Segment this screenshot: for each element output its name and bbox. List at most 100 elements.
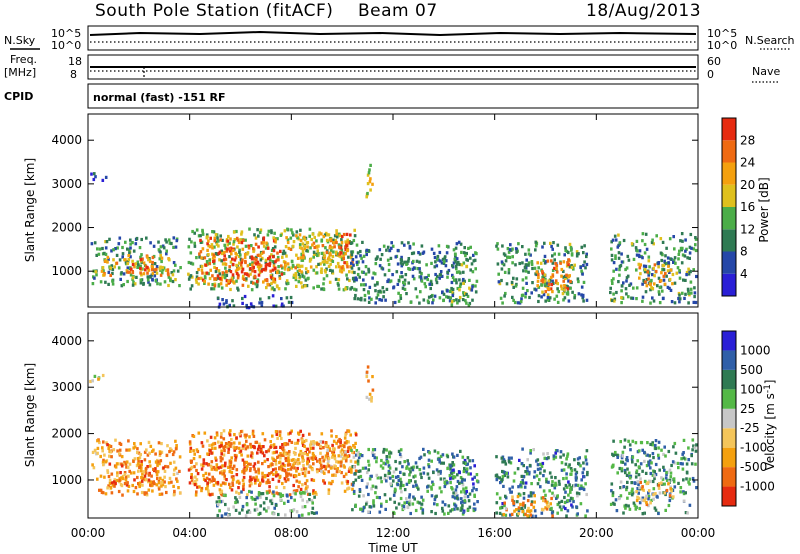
power-cell — [316, 284, 319, 288]
velocity-cell — [538, 478, 541, 482]
velocity-cell — [642, 498, 646, 502]
velocity-cell — [315, 492, 318, 496]
noise-tick-right-bottom: 10^0 — [707, 39, 737, 52]
power-cell — [471, 270, 475, 274]
velocity-cell — [250, 496, 253, 500]
power-cell — [399, 275, 402, 279]
power-cell — [234, 256, 238, 260]
velocity-cell — [213, 441, 217, 446]
velocity-cell — [327, 464, 331, 468]
power-cell — [328, 246, 332, 250]
power-cell — [193, 244, 197, 248]
velocity-cell — [505, 471, 508, 475]
power-cell — [681, 253, 685, 257]
power-cell — [645, 247, 649, 251]
power-cell — [242, 274, 245, 278]
power-cell — [374, 301, 377, 305]
velocity-cell — [119, 471, 122, 475]
power-cell — [340, 240, 344, 245]
power-cell — [241, 296, 244, 301]
power-cell — [459, 282, 462, 286]
power-cell — [585, 254, 588, 259]
velocity-cell — [266, 491, 269, 495]
velocity-cell — [120, 464, 124, 468]
power-cell — [456, 286, 460, 291]
velocity-cell — [222, 453, 226, 457]
velocity-cell — [370, 474, 373, 478]
velocity-cell — [526, 469, 529, 473]
power-cell — [212, 287, 216, 291]
power-cell — [455, 298, 458, 302]
power-cell — [209, 268, 212, 272]
velocity-cell — [136, 475, 139, 480]
velocity-cell — [418, 501, 421, 505]
power-cell — [415, 259, 419, 263]
power-cell — [458, 288, 461, 292]
velocity-cell — [313, 511, 316, 515]
power-cell — [518, 261, 521, 266]
power-cell — [273, 266, 277, 270]
velocity-cell — [188, 440, 192, 444]
power-cell — [167, 238, 171, 242]
velocity-cell — [630, 493, 634, 497]
power-cell — [455, 267, 458, 271]
velocity-cell — [439, 477, 443, 481]
velocity-cell — [578, 487, 582, 491]
power-cell — [320, 287, 323, 291]
power-cell — [426, 277, 429, 282]
power-cell — [274, 304, 278, 308]
velocity-cell — [452, 455, 456, 459]
velocity-cell — [652, 469, 655, 473]
velocity-cell — [516, 495, 520, 499]
velocity-cell — [133, 445, 137, 449]
power-cell — [237, 274, 240, 278]
velocity-cell — [452, 475, 455, 479]
velocity-cell — [219, 435, 223, 439]
velocity-cell — [321, 440, 325, 444]
power-cell — [378, 248, 382, 252]
velocity-cell — [575, 505, 578, 509]
velocity-cell — [321, 455, 324, 459]
power-cell — [101, 266, 105, 270]
velocity-cell — [545, 500, 549, 504]
power-cell — [631, 296, 635, 300]
velocity-cell — [652, 456, 655, 460]
velocity-cell — [110, 491, 114, 495]
power-cell — [154, 279, 158, 283]
velocity-colorbar-tick: -100 — [740, 441, 767, 455]
power-cell — [294, 274, 298, 278]
power-cell — [271, 286, 275, 290]
power-cell — [213, 265, 216, 269]
power-cell — [195, 271, 199, 275]
power-cell — [621, 296, 625, 300]
power-cell — [506, 255, 510, 259]
velocity-cell — [303, 452, 307, 456]
velocity-cell — [354, 472, 357, 476]
velocity-cell — [545, 507, 549, 511]
velocity-cell — [235, 446, 238, 450]
velocity-cell — [394, 475, 398, 479]
power-cell — [222, 302, 226, 306]
velocity-cell — [522, 501, 525, 505]
power-cell — [369, 163, 372, 167]
power-cell — [142, 272, 146, 276]
power-cell — [534, 272, 537, 276]
velocity-cell — [286, 494, 289, 498]
velocity-cell — [539, 485, 542, 489]
power-cell — [430, 247, 434, 251]
power-cell — [283, 265, 287, 269]
power-cell — [156, 282, 159, 286]
power-cell — [90, 172, 93, 176]
velocity-cell — [447, 504, 451, 508]
velocity-cell — [389, 482, 392, 486]
velocity-cell — [137, 459, 140, 463]
power-cell — [212, 261, 216, 265]
power-cell — [374, 262, 378, 266]
power-cell — [648, 265, 651, 269]
velocity-cell — [352, 455, 356, 459]
velocity-cell — [244, 435, 247, 439]
power-cell — [615, 290, 618, 295]
velocity-cell — [654, 492, 657, 496]
power-cell — [641, 299, 644, 303]
velocity-cell — [435, 494, 438, 498]
